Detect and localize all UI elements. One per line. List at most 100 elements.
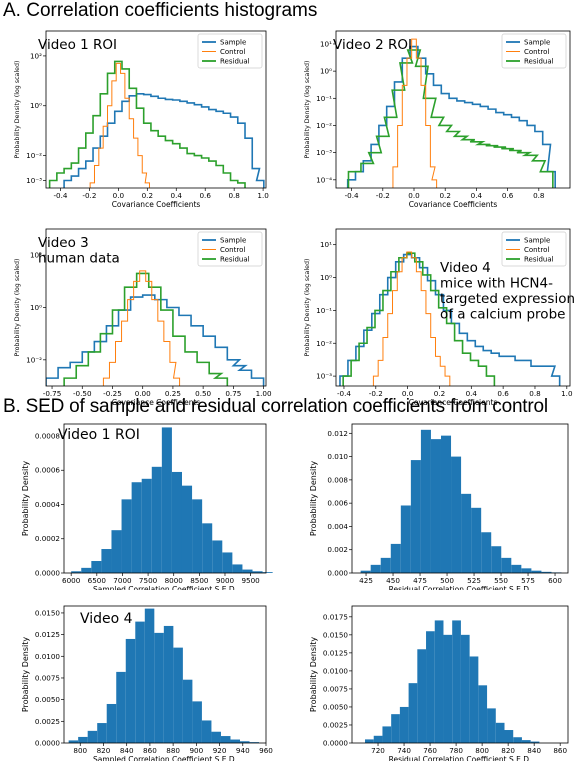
histogram-bar [220,736,231,743]
x-tick-label: 880 [166,746,180,755]
series-line-control [89,62,150,188]
y-tick-label: 0.0008 [35,431,61,440]
histogram-bar [135,621,145,743]
legend-label-residual: Residual [220,256,250,264]
x-tick-label: 800 [475,746,489,755]
histogram-bar [487,708,496,743]
x-tick-label: 0.0 [402,389,414,398]
histogram-bar [360,570,371,573]
y-axis-label: Probability Density [21,461,30,537]
x-tick-label: 0.6 [199,191,211,200]
histogram-bar [181,485,193,573]
y-axis-label: Probability Density [309,637,318,713]
x-axis-label: Covariance Coefficients [409,398,498,407]
y-tick-label: 0.0125 [323,648,348,657]
panel-label: Video 1 ROI [58,427,140,443]
x-tick-label: 860 [143,746,157,755]
plot-frame [63,423,267,574]
histogram-bar [511,564,522,573]
histogram-bar [420,429,431,573]
histogram-bar [481,532,492,573]
x-tick-label: 740 [397,746,411,755]
histogram-bar [408,683,418,743]
x-tick-label: 425 [359,576,373,585]
histogram-bar [430,439,441,573]
histogram-bar [440,435,452,573]
series-line-residual [63,272,229,386]
histogram-bar [171,471,182,573]
x-tick-label: 600 [548,576,562,585]
legend-label-residual: Residual [524,256,554,264]
histogram-bar [144,608,155,743]
x-tick-label: 840 [120,746,134,755]
x-tick-label: 525 [467,576,481,585]
histogram-bar [452,620,461,743]
histogram-bar [471,507,482,573]
x-tick-label: 6500 [88,576,107,585]
histogram-bar [460,634,470,743]
plot-frame [351,605,569,744]
panel-label: targeted expression [440,291,575,307]
series-line-sample [46,294,265,386]
histogram-bar [410,460,421,573]
y-tick-label: 0.0075 [35,673,60,682]
histogram-bar [495,722,505,743]
y-tick-label: 10² [30,51,42,60]
histogram-bar [239,741,250,743]
histogram-bar [252,571,263,573]
y-tick-label: 10² [30,251,42,260]
y-tick-label: 0.0050 [323,702,349,711]
histogram-bar [161,427,172,573]
series-line-residual [342,252,496,386]
histogram-bar [232,564,243,573]
x-tick-label: 6000 [62,576,81,585]
histogram-bar [417,649,427,743]
histogram-bar [451,456,462,573]
histogram-bar [382,726,392,743]
x-tick-label: 0.8 [228,191,240,200]
histogram-bar [461,493,472,573]
histogram-bar [121,499,132,573]
histogram-bar [390,543,401,573]
chart-video4-sampled-sed: 800 820 840 860 880 900 920 940 960 0.0000 0.0025 0… [21,605,273,761]
chart-video1-correlation-histogram: -0.4 -0.2 0.0 0.2 0.4 0.6 0.8 1.0 10⁻³ 10⁻² 10⁰ 10²… [14,30,269,209]
histogram-bar [399,706,409,743]
y-tick-label: 0.010 [327,452,348,461]
histogram-bar [81,567,92,573]
panel-label: human data [38,251,120,267]
x-tick-label: -0.75 [43,389,62,398]
histogram-bar [212,540,223,573]
x-tick-label: 0.25 [165,389,181,398]
y-tick-label: 10⁰ [30,303,42,312]
x-tick-label: 940 [236,746,250,755]
histogram-bar [111,530,122,573]
y-tick-label: 10⁻² [316,339,332,348]
x-tick-label: 760 [423,746,437,755]
y-tick-label: 0.012 [327,429,348,438]
histogram-bar [125,638,136,743]
y-tick-label: 0.0025 [323,720,348,729]
legend-label-sample: Sample [220,237,246,245]
histogram-bar [211,731,221,743]
x-tick-label: 0.6 [497,389,509,398]
x-tick-label: -0.4 [53,191,67,200]
y-tick-label: 0.0000 [35,739,61,748]
x-tick-label: 0.8 [533,191,545,200]
histogram-bar [202,523,213,573]
x-tick-label: 0.0 [408,191,420,200]
histogram-bar [91,561,102,573]
x-tick-label: 960 [259,746,273,755]
y-tick-label: 10⁻³ [316,148,332,157]
histogram-bar [68,740,79,743]
x-tick-label: 9500 [241,576,260,585]
histogram-bar [521,740,531,743]
series-line-control [372,251,451,386]
x-tick-label: 8000 [165,576,184,585]
y-axis-label: Probability Density [309,461,318,537]
plot-frame [335,228,571,387]
y-tick-label: 10⁻² [26,151,42,160]
x-tick-label: 0.8 [529,389,541,398]
legend-label-sample: Sample [524,237,550,245]
histogram-bar [380,557,391,573]
y-tick-label: 0.0100 [35,652,61,661]
